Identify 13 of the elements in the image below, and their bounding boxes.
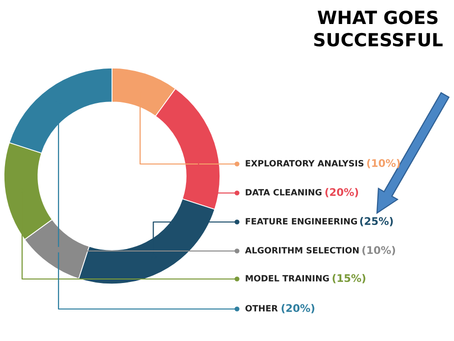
data-label: (20%) <box>325 188 358 198</box>
legend-label: FEATURE ENGINEERING <box>246 218 357 224</box>
legend-label: MODEL TRAINING <box>246 274 329 282</box>
data-label: (20%) <box>282 304 314 314</box>
legend-label: EXPLORATORY ANALYSIS <box>246 160 364 166</box>
data-label: (10%) <box>362 246 396 256</box>
chart-title: WHAT GOES SUCCESSFUL <box>314 10 443 46</box>
data-label: (10%) <box>367 158 400 168</box>
legend-label: OTHER <box>245 304 278 312</box>
data-label: (25%) <box>360 216 393 226</box>
legend-label: DATA CLEANING <box>246 188 322 196</box>
data-label: (15%) <box>332 274 366 284</box>
legend-label: ALGORITHM SELECTION <box>245 246 359 254</box>
